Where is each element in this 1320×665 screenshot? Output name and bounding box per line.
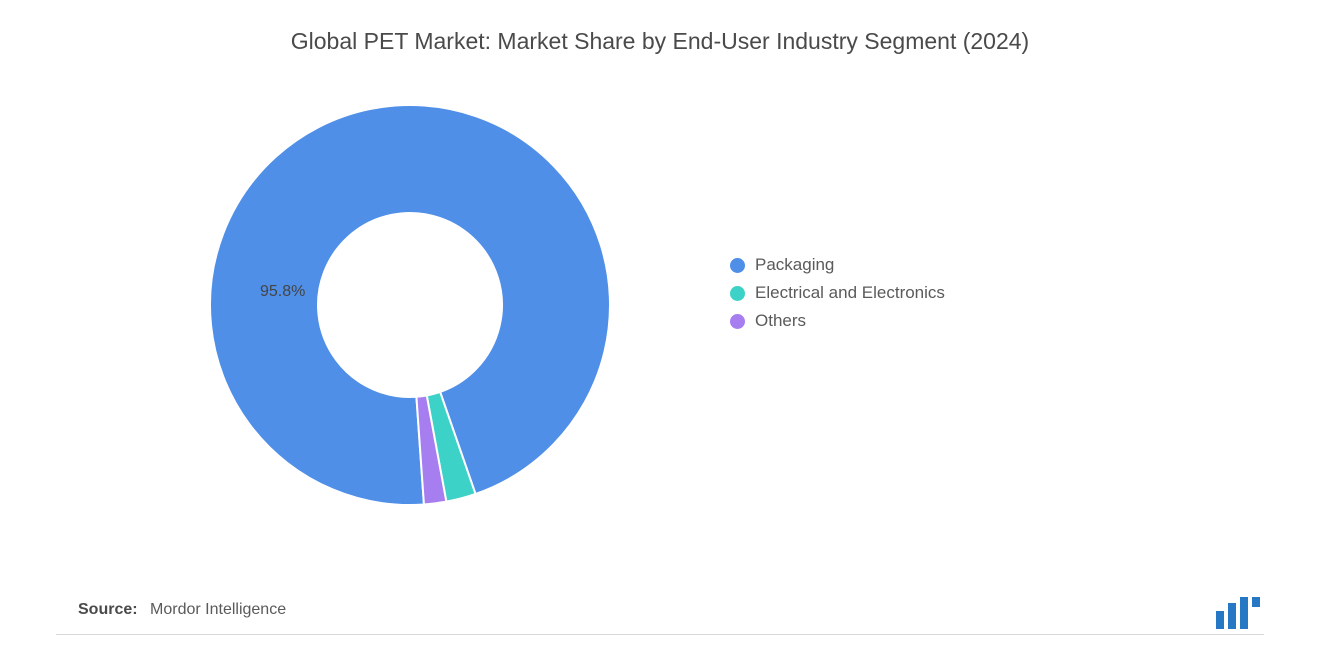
legend-label: Others (755, 311, 806, 331)
legend-item: Others (730, 311, 945, 331)
legend-item: Electrical and Electronics (730, 283, 945, 303)
legend-marker-icon (730, 314, 745, 329)
logo-svg (1214, 597, 1262, 629)
legend-marker-icon (730, 258, 745, 273)
logo-accent (1252, 597, 1260, 607)
slice-value-label: 95.8% (260, 283, 305, 301)
donut-slice (210, 105, 610, 505)
legend: Packaging Electrical and Electronics Other… (730, 255, 945, 339)
legend-item: Packaging (730, 255, 945, 275)
legend-label: Packaging (755, 255, 834, 275)
logo-bar (1228, 603, 1236, 629)
legend-label: Electrical and Electronics (755, 283, 945, 303)
brand-logo-icon (1214, 597, 1262, 629)
legend-marker-icon (730, 286, 745, 301)
logo-bar (1216, 611, 1224, 629)
logo-bar (1240, 597, 1248, 629)
source-attribution: Source: Mordor Intelligence (78, 601, 286, 619)
divider (56, 634, 1264, 635)
source-text: Mordor Intelligence (150, 601, 286, 618)
chart-title: Global PET Market: Market Share by End-U… (0, 0, 1320, 55)
donut-svg (200, 95, 620, 515)
source-prefix: Source: (78, 601, 138, 618)
donut-chart: 95.8% (200, 95, 620, 515)
